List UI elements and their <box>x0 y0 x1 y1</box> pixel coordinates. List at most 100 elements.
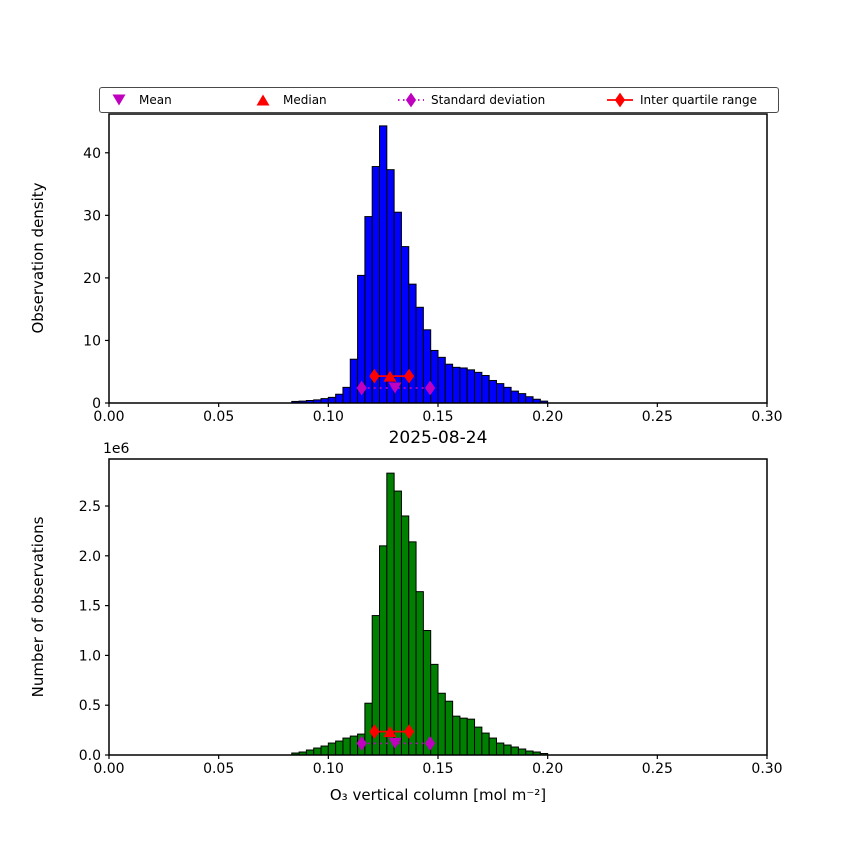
histogram-bar <box>393 211 402 404</box>
std-deviation-marker <box>424 735 436 751</box>
y-tick-label: 1.0 <box>79 648 101 664</box>
histogram-bar <box>437 356 446 404</box>
legend: Mean Median Standard deviation Inter qua… <box>99 87 779 113</box>
histogram-bar <box>393 490 402 756</box>
histogram-bar <box>408 541 417 756</box>
histogram-bar <box>408 283 417 404</box>
std-deviation-marker <box>356 735 367 751</box>
std-deviation-marker <box>424 380 436 396</box>
y-tick-label: 0 <box>92 396 101 412</box>
y-tick-label: 2.5 <box>79 499 101 515</box>
histogram-bar <box>379 125 388 404</box>
x-tick-label: 0.00 <box>93 761 124 777</box>
histogram-bar <box>386 169 395 404</box>
histogram-bar <box>510 746 519 756</box>
inter-quartile-range-marker-icon <box>607 92 633 108</box>
histogram-bar <box>327 396 337 404</box>
histogram-bar <box>349 735 359 756</box>
histogram-bar <box>335 393 344 404</box>
median-marker-icon <box>256 94 270 106</box>
histogram-bar <box>488 379 497 404</box>
legend-label-standard-deviation: Standard deviation <box>431 93 546 107</box>
y-tick-label: 30 <box>83 208 101 224</box>
y-tick-label: 10 <box>83 333 101 349</box>
histogram-bar <box>466 369 476 404</box>
y-tick-label: 40 <box>83 146 101 162</box>
histogram-bar <box>459 367 468 404</box>
x-tick-label: 0.10 <box>313 761 344 777</box>
legend-label-mean: Mean <box>139 93 172 107</box>
x-tick-label: 0.20 <box>532 409 563 425</box>
histogram-bar <box>444 363 454 404</box>
bottom-y-axis-label: Number of observations <box>29 516 47 698</box>
histogram-bar <box>327 742 337 756</box>
histogram-bar <box>495 383 505 404</box>
legend-marker <box>614 92 626 108</box>
x-tick-label: 0.30 <box>751 409 782 425</box>
histogram-bar <box>379 545 388 756</box>
histogram-bar <box>452 715 461 756</box>
histogram-bar <box>503 744 512 756</box>
legend-item-standard-deviation: Standard deviation <box>396 88 545 112</box>
x-tick-label: 0.20 <box>532 761 563 777</box>
histogram-bar <box>400 515 410 756</box>
histogram-bar <box>517 748 527 756</box>
x-tick-label: 0.10 <box>313 409 344 425</box>
x-tick-label: 0.05 <box>203 409 234 425</box>
histogram-bar <box>444 700 454 756</box>
mean-marker <box>388 382 402 394</box>
top-y-axis-label: Observation density <box>29 182 47 334</box>
histogram-bar <box>481 374 490 404</box>
histogram-bar <box>495 742 505 756</box>
legend-item-inter-quartile-range: Inter quartile range <box>605 88 757 112</box>
inter-quartile-range-marker <box>403 368 415 384</box>
histogram-bar <box>430 349 439 404</box>
inter-quartile-range-marker <box>403 724 415 739</box>
legend-marker <box>112 94 126 106</box>
x-axis-label: O₃ vertical column [mol m⁻²] <box>329 786 547 804</box>
y-tick-label: 2.0 <box>79 549 101 565</box>
histogram-bar <box>474 371 483 404</box>
mean-marker-icon <box>112 94 126 106</box>
legend-item-mean: Mean <box>104 88 172 112</box>
histogram-bar <box>342 737 351 756</box>
histogram-bar <box>459 717 468 756</box>
x-tick-label: 0.25 <box>642 761 673 777</box>
histogram-bar <box>510 390 519 404</box>
legend-item-median: Median <box>248 88 327 112</box>
histogram-bar <box>386 472 395 756</box>
x-tick-label: 0.00 <box>93 409 124 425</box>
x-tick-label: 0.30 <box>751 761 782 777</box>
histogram-bar <box>371 166 381 404</box>
x-tick-label: 0.05 <box>203 761 234 777</box>
bottom-chart-title: 2025-08-24 <box>388 428 488 448</box>
histogram-bar <box>422 630 432 756</box>
histogram-bar <box>335 740 344 756</box>
median-marker <box>383 726 397 738</box>
histogram-bar <box>349 358 359 404</box>
histogram-bar <box>342 386 351 404</box>
x-tick-label: 0.25 <box>642 409 673 425</box>
legend-label-median: Median <box>283 93 327 107</box>
y-tick-label: 0.0 <box>79 748 101 764</box>
density-histogram: 0.00 0.05 0.10 0.15 0.20 0.25 0.30 0 10 20 30 40 <box>83 113 783 425</box>
inter-quartile-range-marker <box>369 368 380 384</box>
histogram-bar <box>437 692 446 756</box>
inter-quartile-range-marker <box>369 724 380 739</box>
histogram-bar <box>415 591 424 756</box>
y-tick-label: 1.5 <box>79 599 101 615</box>
x-tick-label: 0.15 <box>422 761 453 777</box>
mean-marker <box>388 737 402 749</box>
std-deviation-marker <box>356 380 367 396</box>
legend-marker <box>405 92 417 108</box>
y-tick-label: 20 <box>83 271 101 287</box>
histogram-bar <box>466 718 476 756</box>
histogram-bar <box>481 732 490 756</box>
standard-deviation-marker-icon <box>398 92 424 108</box>
histogram-bar <box>503 386 512 404</box>
histogram-bar <box>517 393 527 404</box>
legend-marker <box>256 94 270 106</box>
y-tick-label: 0.5 <box>79 698 101 714</box>
